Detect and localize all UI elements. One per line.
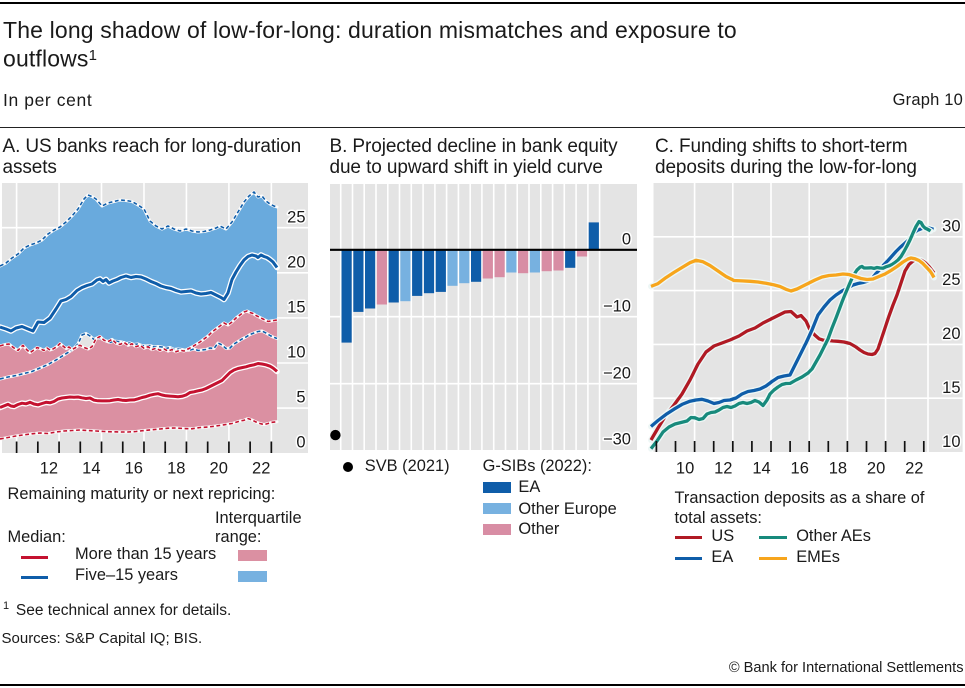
svg-text:16: 16	[125, 460, 143, 478]
svg-text:20: 20	[210, 460, 228, 478]
svg-text:14: 14	[82, 460, 100, 478]
svg-text:22: 22	[905, 460, 923, 478]
svg-text:10: 10	[676, 460, 694, 478]
svg-text:20: 20	[287, 253, 305, 271]
svg-text:30: 30	[942, 217, 960, 235]
svg-text:14: 14	[752, 460, 770, 478]
svg-text:10: 10	[942, 433, 960, 451]
svg-text:18: 18	[829, 460, 847, 478]
svg-text:−20: −20	[603, 364, 631, 382]
svg-text:16: 16	[791, 460, 809, 478]
svg-text:0: 0	[622, 231, 631, 249]
svg-text:5: 5	[296, 389, 305, 407]
svg-text:25: 25	[942, 271, 960, 289]
svg-text:15: 15	[942, 379, 960, 397]
svg-text:12: 12	[40, 460, 58, 478]
svg-text:22: 22	[252, 460, 270, 478]
svg-text:0: 0	[296, 434, 305, 452]
svg-text:10: 10	[287, 344, 305, 362]
svg-text:25: 25	[287, 208, 305, 226]
svg-text:18: 18	[167, 460, 185, 478]
svg-text:12: 12	[714, 460, 732, 478]
svg-text:20: 20	[942, 325, 960, 343]
svg-text:−30: −30	[603, 431, 631, 449]
svg-text:−10: −10	[603, 297, 631, 315]
svg-text:15: 15	[287, 299, 305, 317]
svg-text:20: 20	[867, 460, 885, 478]
